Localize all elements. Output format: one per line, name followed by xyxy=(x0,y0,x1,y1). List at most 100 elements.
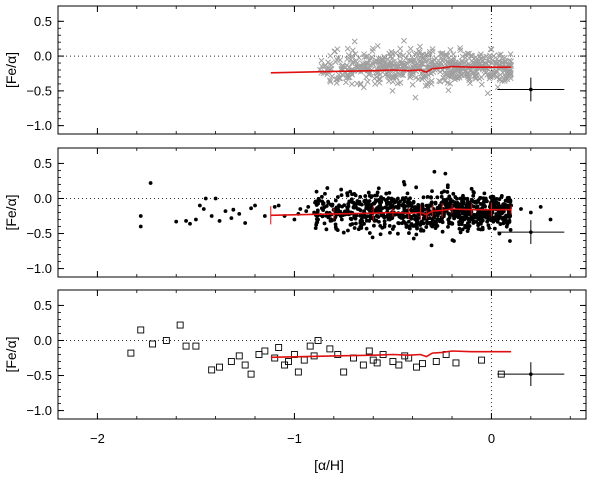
data-point xyxy=(372,217,376,222)
data-point xyxy=(262,214,267,218)
data-point xyxy=(174,219,179,224)
data-point xyxy=(333,222,338,227)
data-point xyxy=(478,81,485,88)
data-point xyxy=(459,53,466,60)
data-point xyxy=(493,69,500,76)
data-point xyxy=(447,194,452,199)
x-tick-labels: −2 −1 0 xyxy=(90,431,495,446)
data-point xyxy=(445,183,450,188)
x-tick-label: 0 xyxy=(488,431,495,446)
data-point xyxy=(538,204,543,209)
data-point xyxy=(467,217,472,221)
data-point xyxy=(397,45,404,52)
data-point xyxy=(494,212,499,216)
data-point xyxy=(326,77,333,84)
data-point xyxy=(396,205,401,210)
data-point xyxy=(403,195,408,200)
data-point xyxy=(349,197,354,202)
data-point xyxy=(475,204,480,209)
data-point xyxy=(216,363,224,371)
data-point xyxy=(294,368,302,376)
data-point xyxy=(314,203,319,207)
data-point xyxy=(421,228,426,233)
data-point xyxy=(435,213,440,218)
data-point xyxy=(420,56,427,63)
data-point xyxy=(217,219,222,223)
data-point xyxy=(494,84,501,91)
data-point xyxy=(372,81,379,87)
data-point xyxy=(499,69,506,76)
data-point xyxy=(331,48,338,55)
data-point xyxy=(316,217,320,222)
data-point xyxy=(387,190,392,195)
data-point xyxy=(414,232,419,237)
data-point xyxy=(373,359,381,367)
data-point xyxy=(440,216,444,221)
data-point xyxy=(456,72,463,79)
data-point xyxy=(365,201,370,206)
data-point xyxy=(342,79,349,86)
data-point xyxy=(425,194,430,199)
data-point xyxy=(461,193,465,198)
data-point xyxy=(447,212,452,217)
data-point xyxy=(363,215,368,220)
data-point xyxy=(484,90,491,97)
data-point xyxy=(253,203,257,208)
data-point xyxy=(446,217,451,222)
data-point xyxy=(352,58,359,65)
data-point xyxy=(506,70,513,77)
data-point xyxy=(421,195,426,200)
data-point xyxy=(429,46,436,52)
data-point xyxy=(442,70,449,77)
data-point xyxy=(414,214,418,218)
data-point xyxy=(395,63,402,70)
data-point xyxy=(417,43,423,50)
data-point xyxy=(432,358,440,365)
trend-line xyxy=(270,65,512,74)
data-point xyxy=(398,199,402,204)
data-point xyxy=(192,342,200,350)
data-point xyxy=(345,52,352,59)
data-point xyxy=(424,225,429,229)
data-point xyxy=(491,202,496,207)
data-point xyxy=(373,73,380,80)
data-point xyxy=(507,51,514,58)
data-point xyxy=(162,337,170,344)
data-point xyxy=(470,198,474,202)
data-point xyxy=(383,198,388,203)
data-point xyxy=(439,194,444,199)
data-point xyxy=(376,215,381,219)
data-point xyxy=(480,218,485,223)
data-point xyxy=(386,196,391,201)
data-point xyxy=(176,321,184,329)
data-point xyxy=(466,205,471,210)
data-point xyxy=(497,231,502,236)
data-point xyxy=(138,224,143,229)
data-point xyxy=(326,345,334,353)
data-point xyxy=(390,58,397,65)
error-bar-center xyxy=(529,230,533,234)
data-point xyxy=(348,222,353,227)
data-point xyxy=(292,217,297,222)
data-point xyxy=(467,68,474,75)
data-point xyxy=(487,226,492,230)
y-tick-label: 0.5 xyxy=(34,14,52,29)
data-point xyxy=(473,215,478,220)
data-point xyxy=(384,201,389,205)
data-point xyxy=(385,78,392,85)
data-point xyxy=(404,223,409,227)
data-point xyxy=(400,37,407,44)
data-point xyxy=(439,190,444,195)
data-point xyxy=(477,217,482,222)
data-point xyxy=(467,66,474,73)
data-point xyxy=(488,209,492,214)
data-point xyxy=(440,229,445,234)
data-point xyxy=(358,218,363,223)
x-axis-label: [α/H] xyxy=(314,457,344,473)
data-point xyxy=(275,344,283,351)
data-point xyxy=(508,214,513,218)
data-point xyxy=(417,206,421,211)
data-point xyxy=(484,71,491,78)
data-point xyxy=(490,195,495,200)
data-point xyxy=(138,214,143,218)
